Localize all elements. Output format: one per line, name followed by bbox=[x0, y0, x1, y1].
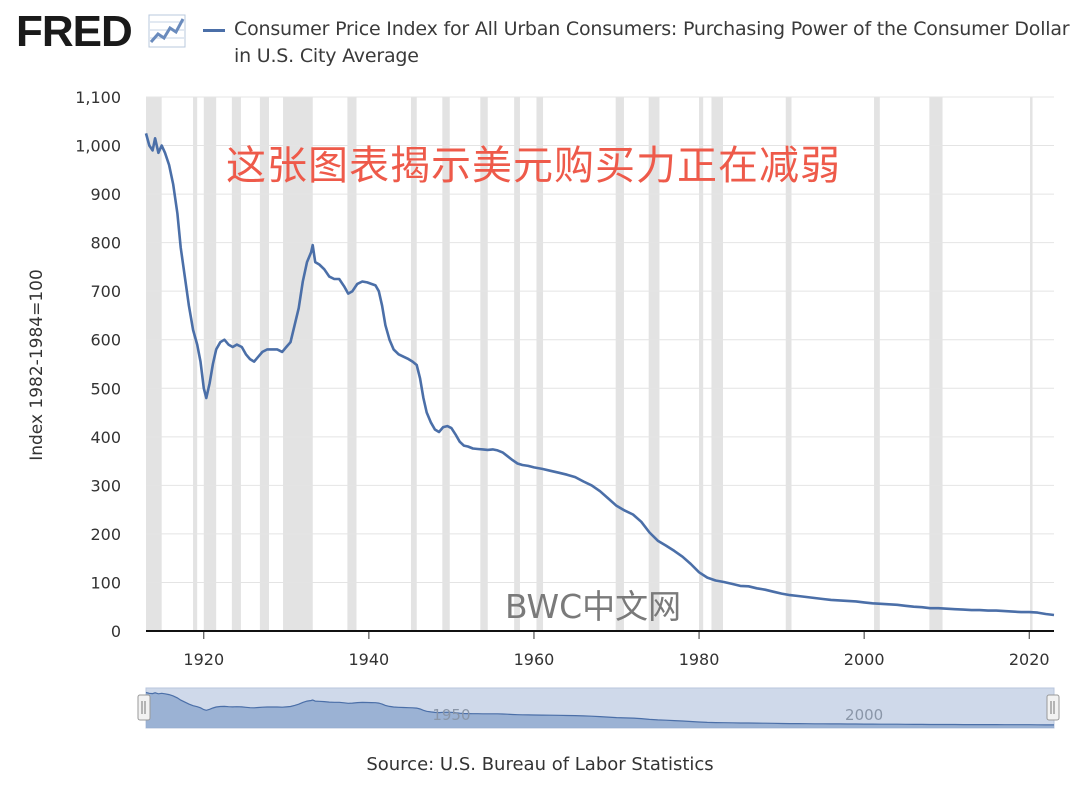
navigator-handle-left[interactable] bbox=[137, 694, 151, 721]
recession-band bbox=[259, 97, 269, 631]
navigator-ticks: 1950 2000 bbox=[432, 706, 883, 724]
x-axis-ticks: 1920 1940 1960 1980 2000 2020 bbox=[183, 631, 1050, 669]
recession-band bbox=[514, 97, 520, 631]
navigator-tick-label: 1950 bbox=[432, 706, 470, 724]
x-tick-label: 1980 bbox=[679, 650, 720, 669]
y-tick-label: 400 bbox=[90, 428, 121, 447]
recession-band bbox=[785, 97, 792, 631]
range-navigator[interactable]: 1950 2000 bbox=[137, 687, 1060, 729]
y-tick-label: 800 bbox=[90, 234, 121, 253]
x-tick-label: 1920 bbox=[183, 650, 224, 669]
fred-logo[interactable]: FRED bbox=[16, 7, 133, 56]
line-chart-icon bbox=[148, 14, 186, 48]
y-tick-label: 1,000 bbox=[75, 137, 121, 156]
recession-band bbox=[874, 97, 880, 631]
recession-band bbox=[480, 97, 488, 631]
recession-band bbox=[648, 97, 660, 631]
y-tick-label: 200 bbox=[90, 525, 121, 544]
recession-band bbox=[203, 97, 217, 631]
navigator-handle-right[interactable] bbox=[1046, 694, 1060, 721]
recession-band bbox=[193, 97, 198, 631]
navigator-tick-label: 2000 bbox=[845, 706, 883, 724]
navigator-line bbox=[145, 691, 1054, 726]
y-tick-label: 300 bbox=[90, 476, 121, 495]
y-tick-label: 700 bbox=[90, 282, 121, 301]
y-tick-label: 600 bbox=[90, 331, 121, 350]
x-tick-label: 2000 bbox=[844, 650, 885, 669]
navigator-area bbox=[146, 692, 1054, 728]
x-tick-label: 1940 bbox=[349, 650, 390, 669]
legend-series-label: Consumer Price Index for All Urban Consu… bbox=[234, 18, 1070, 67]
y-tick-label: 500 bbox=[90, 379, 121, 398]
watermark-text: BWC中文网 bbox=[505, 587, 682, 626]
recession-bands bbox=[146, 97, 1033, 631]
recession-band bbox=[146, 97, 162, 631]
gridlines bbox=[146, 96, 1054, 583]
x-tick-label: 2020 bbox=[1009, 650, 1050, 669]
y-axis-ticks: 0 100 200 300 400 500 600 700 800 900 1,000 1,100 bbox=[75, 88, 121, 641]
recession-band bbox=[536, 97, 544, 631]
y-tick-label: 0 bbox=[111, 622, 121, 641]
recession-band bbox=[929, 97, 943, 631]
recession-band bbox=[615, 97, 624, 631]
recession-band bbox=[1030, 97, 1033, 631]
y-tick-label: 900 bbox=[90, 185, 121, 204]
y-axis-label: Index 1982-1984=100 bbox=[27, 269, 47, 461]
legend-swatch bbox=[203, 29, 225, 32]
recession-band bbox=[347, 97, 357, 631]
recession-band bbox=[283, 97, 313, 631]
recession-band bbox=[231, 97, 241, 631]
recession-band bbox=[699, 97, 704, 631]
source-note: Source: U.S. Bureau of Labor Statistics bbox=[366, 754, 714, 775]
y-tick-label: 100 bbox=[90, 573, 121, 592]
chart-header: FRED Consumer Price Index for All Urban … bbox=[0, 0, 1080, 80]
chinese-annotation: 这张图表揭示美元购买力正在减弱 bbox=[226, 143, 841, 189]
x-tick-label: 1960 bbox=[514, 650, 555, 669]
y-tick-label: 1,100 bbox=[75, 88, 121, 107]
series-line bbox=[144, 133, 1055, 617]
recession-band bbox=[711, 97, 723, 631]
recession-band bbox=[442, 97, 450, 631]
